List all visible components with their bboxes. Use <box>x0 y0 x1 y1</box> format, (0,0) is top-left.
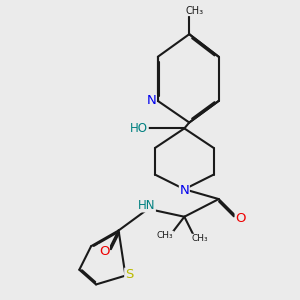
Text: HN: HN <box>138 199 155 212</box>
Text: CH₃: CH₃ <box>185 6 204 16</box>
Text: S: S <box>125 268 133 281</box>
Text: CH₃: CH₃ <box>191 234 208 243</box>
Text: HO: HO <box>130 122 148 135</box>
Text: N: N <box>179 184 189 197</box>
Text: O: O <box>235 212 246 225</box>
Text: CH₃: CH₃ <box>157 231 173 240</box>
Text: N: N <box>146 94 156 107</box>
Text: O: O <box>99 245 109 258</box>
